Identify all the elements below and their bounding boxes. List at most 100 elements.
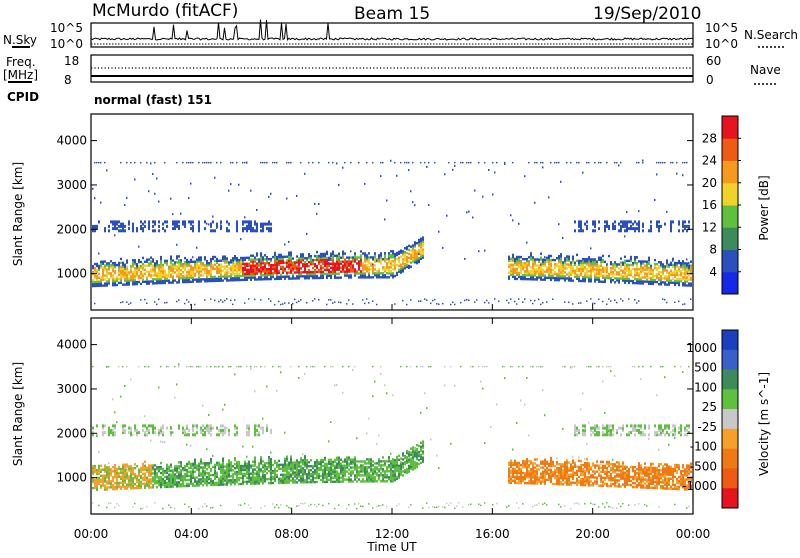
data-cell	[212, 216, 214, 218]
data-cell	[594, 272, 596, 274]
data-cell	[270, 429, 272, 432]
data-cell	[620, 220, 622, 223]
data-cell	[114, 431, 116, 434]
data-cell	[178, 366, 180, 368]
data-cell	[134, 487, 136, 489]
data-cell	[320, 479, 322, 481]
data-cell	[118, 472, 120, 474]
data-cell	[216, 258, 218, 260]
data-cell	[138, 431, 140, 434]
data-cell	[154, 278, 156, 280]
data-cell	[594, 162, 596, 164]
data-cell	[206, 424, 208, 427]
data-cell	[680, 270, 682, 272]
data-cell	[116, 264, 118, 266]
data-cell	[92, 279, 94, 281]
data-cell	[188, 269, 190, 271]
data-cell	[234, 299, 236, 301]
data-cell	[250, 190, 252, 192]
data-cell	[338, 277, 340, 279]
data-cell	[620, 257, 622, 259]
data-cell	[140, 283, 142, 285]
data-cell	[138, 468, 140, 470]
data-cell	[372, 162, 374, 164]
data-cell	[228, 223, 230, 226]
data-cell	[554, 263, 556, 265]
data-cell	[382, 258, 384, 260]
data-cell	[558, 162, 560, 164]
data-cell	[562, 261, 564, 263]
data-cell	[684, 225, 686, 228]
data-cell	[392, 272, 394, 274]
data-cell	[238, 184, 240, 186]
data-cell	[210, 478, 212, 480]
data-cell	[630, 220, 632, 223]
data-cell	[536, 276, 538, 278]
data-cell	[364, 272, 366, 274]
data-cell	[262, 460, 264, 462]
data-cell	[590, 247, 592, 249]
data-cell	[418, 249, 420, 251]
data-cell	[242, 446, 244, 448]
data-cell	[380, 480, 382, 482]
data-cell	[174, 366, 176, 368]
data-cell	[252, 461, 254, 463]
data-cell	[614, 300, 616, 302]
data-cell	[200, 466, 202, 468]
data-cell	[202, 506, 204, 508]
data-cell	[194, 261, 196, 263]
data-cell	[548, 196, 550, 198]
data-cell	[302, 271, 304, 273]
data-cell	[150, 478, 152, 480]
data-cell	[516, 268, 518, 270]
data-cell	[152, 278, 154, 280]
data-cell	[510, 258, 512, 260]
data-cell	[108, 229, 110, 232]
data-cell	[276, 462, 278, 464]
data-cell	[408, 265, 410, 267]
data-cell	[186, 469, 188, 471]
data-cell	[420, 454, 422, 456]
data-cell	[218, 429, 220, 432]
colorbar-cell	[722, 272, 738, 295]
data-cell	[202, 462, 204, 464]
data-cell	[166, 427, 168, 430]
data-cell	[260, 427, 262, 430]
data-cell	[202, 268, 204, 270]
data-cell	[306, 257, 308, 259]
data-cell	[162, 508, 164, 510]
data-cell	[256, 433, 258, 436]
data-cell	[678, 260, 680, 262]
data-cell	[302, 275, 304, 277]
data-cell	[234, 467, 236, 469]
data-cell	[154, 162, 156, 164]
data-cell	[392, 458, 394, 460]
data-cell	[634, 256, 636, 258]
data-cell	[426, 502, 428, 504]
data-cell	[266, 386, 268, 388]
data-cell	[580, 280, 582, 282]
data-cell	[194, 459, 196, 461]
data-cell	[264, 162, 266, 164]
noise-panel: N.Sky 10^5 10^0 10^5 10^0 N.Search	[3, 20, 798, 51]
data-cell	[278, 464, 280, 466]
data-cell	[278, 276, 280, 278]
data-cell	[92, 265, 94, 267]
data-cell	[392, 264, 394, 266]
data-cell	[566, 263, 568, 265]
data-cell	[406, 468, 408, 470]
data-cell	[246, 463, 248, 465]
data-cell	[314, 461, 316, 463]
data-cell	[352, 480, 354, 482]
data-cell	[348, 366, 350, 368]
data-cell	[104, 264, 106, 266]
data-cell	[150, 424, 152, 427]
beam-title: Beam 15	[354, 4, 430, 24]
data-cell	[188, 471, 190, 473]
data-cell	[142, 223, 144, 226]
data-cell	[396, 272, 398, 274]
data-cell	[232, 473, 234, 475]
data-cell	[358, 466, 360, 468]
data-cell	[170, 507, 172, 509]
data-cell	[98, 477, 100, 479]
